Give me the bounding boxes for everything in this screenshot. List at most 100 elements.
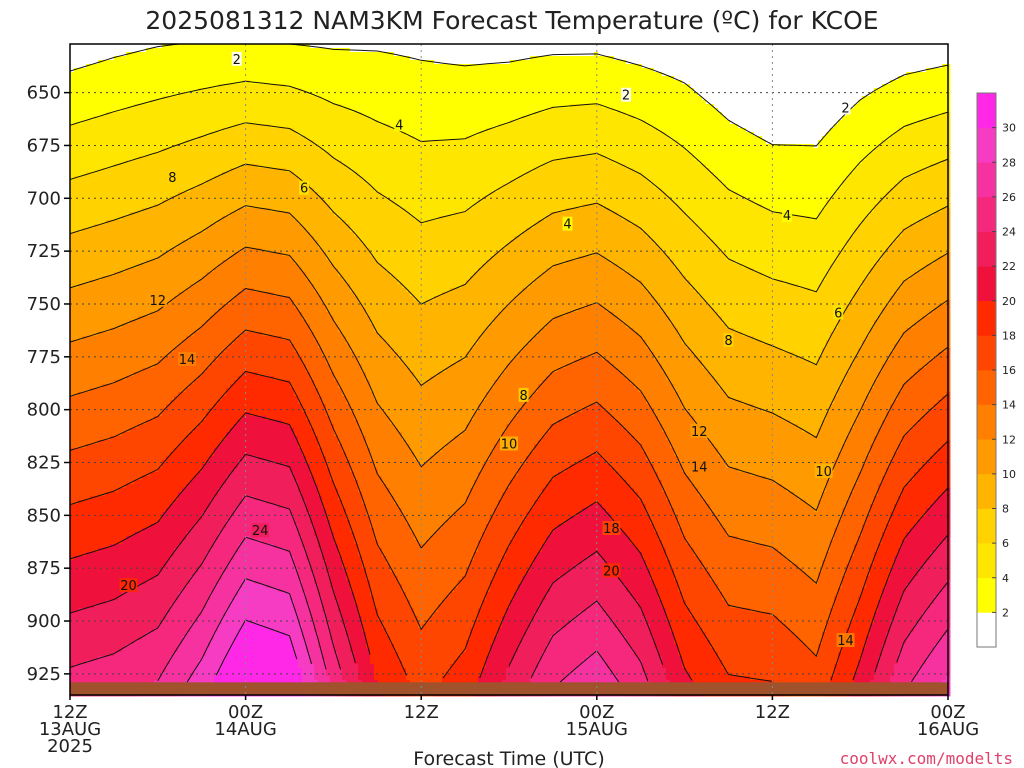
temperature-cell xyxy=(90,72,94,76)
temperature-cell xyxy=(82,308,86,312)
temperature-cell xyxy=(102,292,106,296)
temperature-cell xyxy=(190,240,194,244)
temperature-cell xyxy=(110,516,114,520)
temperature-cell xyxy=(74,604,78,608)
temperature-cell xyxy=(138,60,142,64)
temperature-cell xyxy=(78,416,82,420)
temperature-cell xyxy=(82,432,86,436)
temperature-cell xyxy=(142,232,146,236)
temperature-cell xyxy=(170,116,174,120)
temperature-cell xyxy=(102,252,106,256)
temperature-cell xyxy=(166,100,170,104)
temperature-cell xyxy=(162,504,166,508)
temperature-cell xyxy=(158,216,162,220)
temperature-cell xyxy=(134,556,138,560)
temperature-cell xyxy=(98,664,102,668)
temperature-cell xyxy=(118,440,122,444)
temperature-cell xyxy=(186,400,190,404)
temperature-cell xyxy=(78,224,82,228)
temperature-cell xyxy=(74,416,78,420)
temperature-cell xyxy=(174,528,178,532)
temperature-cell xyxy=(102,464,106,468)
temperature-cell xyxy=(90,144,94,148)
temperature-cell xyxy=(158,136,162,140)
temperature-cell xyxy=(114,320,118,324)
temperature-cell xyxy=(146,476,150,480)
temperature-cell xyxy=(90,564,94,568)
temperature-cell xyxy=(114,208,118,212)
temperature-cell xyxy=(114,592,118,596)
temperature-cell xyxy=(162,72,166,76)
temperature-cell xyxy=(86,368,90,372)
temperature-cell xyxy=(174,112,178,116)
temperature-cell xyxy=(146,252,150,256)
temperature-cell xyxy=(138,136,142,140)
temperature-cell xyxy=(118,260,122,264)
temperature-cell xyxy=(186,340,190,344)
temperature-cell xyxy=(182,560,186,564)
temperature-cell xyxy=(102,208,106,212)
temperature-cell xyxy=(74,56,78,60)
temperature-cell xyxy=(182,408,186,412)
temperature-cell xyxy=(182,576,186,580)
temperature-cell xyxy=(110,612,114,616)
temperature-cell xyxy=(126,460,130,464)
temperature-cell xyxy=(118,668,122,672)
temperature-cell xyxy=(94,132,98,136)
temperature-cell xyxy=(178,204,182,208)
temperature-cell xyxy=(166,108,170,112)
temperature-cell xyxy=(186,520,190,524)
temperature-cell xyxy=(98,480,102,484)
temperature-cell xyxy=(182,404,186,408)
temperature-cell xyxy=(106,152,110,156)
temperature-cell xyxy=(158,48,162,52)
temperature-cell xyxy=(134,352,138,356)
temperature-cell xyxy=(106,144,110,148)
temperature-cell xyxy=(142,464,146,468)
temperature-cell xyxy=(186,304,190,308)
temperature-cell xyxy=(150,352,154,356)
temperature-cell xyxy=(114,444,118,448)
temperature-cell xyxy=(126,184,130,188)
temperature-cell xyxy=(158,272,162,276)
temperature-cell xyxy=(126,420,130,424)
temperature-cell xyxy=(126,100,130,104)
temperature-cell xyxy=(146,428,150,432)
temperature-cell xyxy=(146,548,150,552)
temperature-cell xyxy=(158,116,162,120)
temperature-cell xyxy=(86,320,90,324)
temperature-cell xyxy=(154,328,158,332)
temperature-cell xyxy=(138,276,142,280)
temperature-cell xyxy=(74,144,78,148)
temperature-cell xyxy=(138,88,142,92)
temperature-cell xyxy=(126,492,130,496)
temperature-cell xyxy=(90,200,94,204)
temperature-cell xyxy=(126,348,130,352)
temperature-cell xyxy=(146,556,150,560)
temperature-cell xyxy=(78,436,82,440)
temperature-cell xyxy=(138,212,142,216)
temperature-cell xyxy=(150,148,154,152)
temperature-cell xyxy=(170,232,174,236)
temperature-cell xyxy=(130,648,134,652)
temperature-cell xyxy=(178,64,182,68)
temperature-cell xyxy=(78,320,82,324)
temperature-cell xyxy=(162,500,166,504)
temperature-cell xyxy=(106,68,110,72)
temperature-cell xyxy=(166,472,170,476)
temperature-cell xyxy=(162,324,166,328)
temperature-cell xyxy=(78,396,82,400)
temperature-cell xyxy=(174,272,178,276)
temperature-cell xyxy=(74,432,78,436)
temperature-cell xyxy=(102,648,106,652)
temperature-cell xyxy=(98,540,102,544)
temperature-cell xyxy=(182,200,186,204)
temperature-cell xyxy=(174,316,178,320)
temperature-cell xyxy=(154,660,158,664)
temperature-cell xyxy=(98,428,102,432)
temperature-cell xyxy=(102,296,106,300)
temperature-cell xyxy=(166,592,170,596)
temperature-cell xyxy=(154,288,158,292)
temperature-cell xyxy=(150,612,154,616)
temperature-cell xyxy=(154,156,158,160)
